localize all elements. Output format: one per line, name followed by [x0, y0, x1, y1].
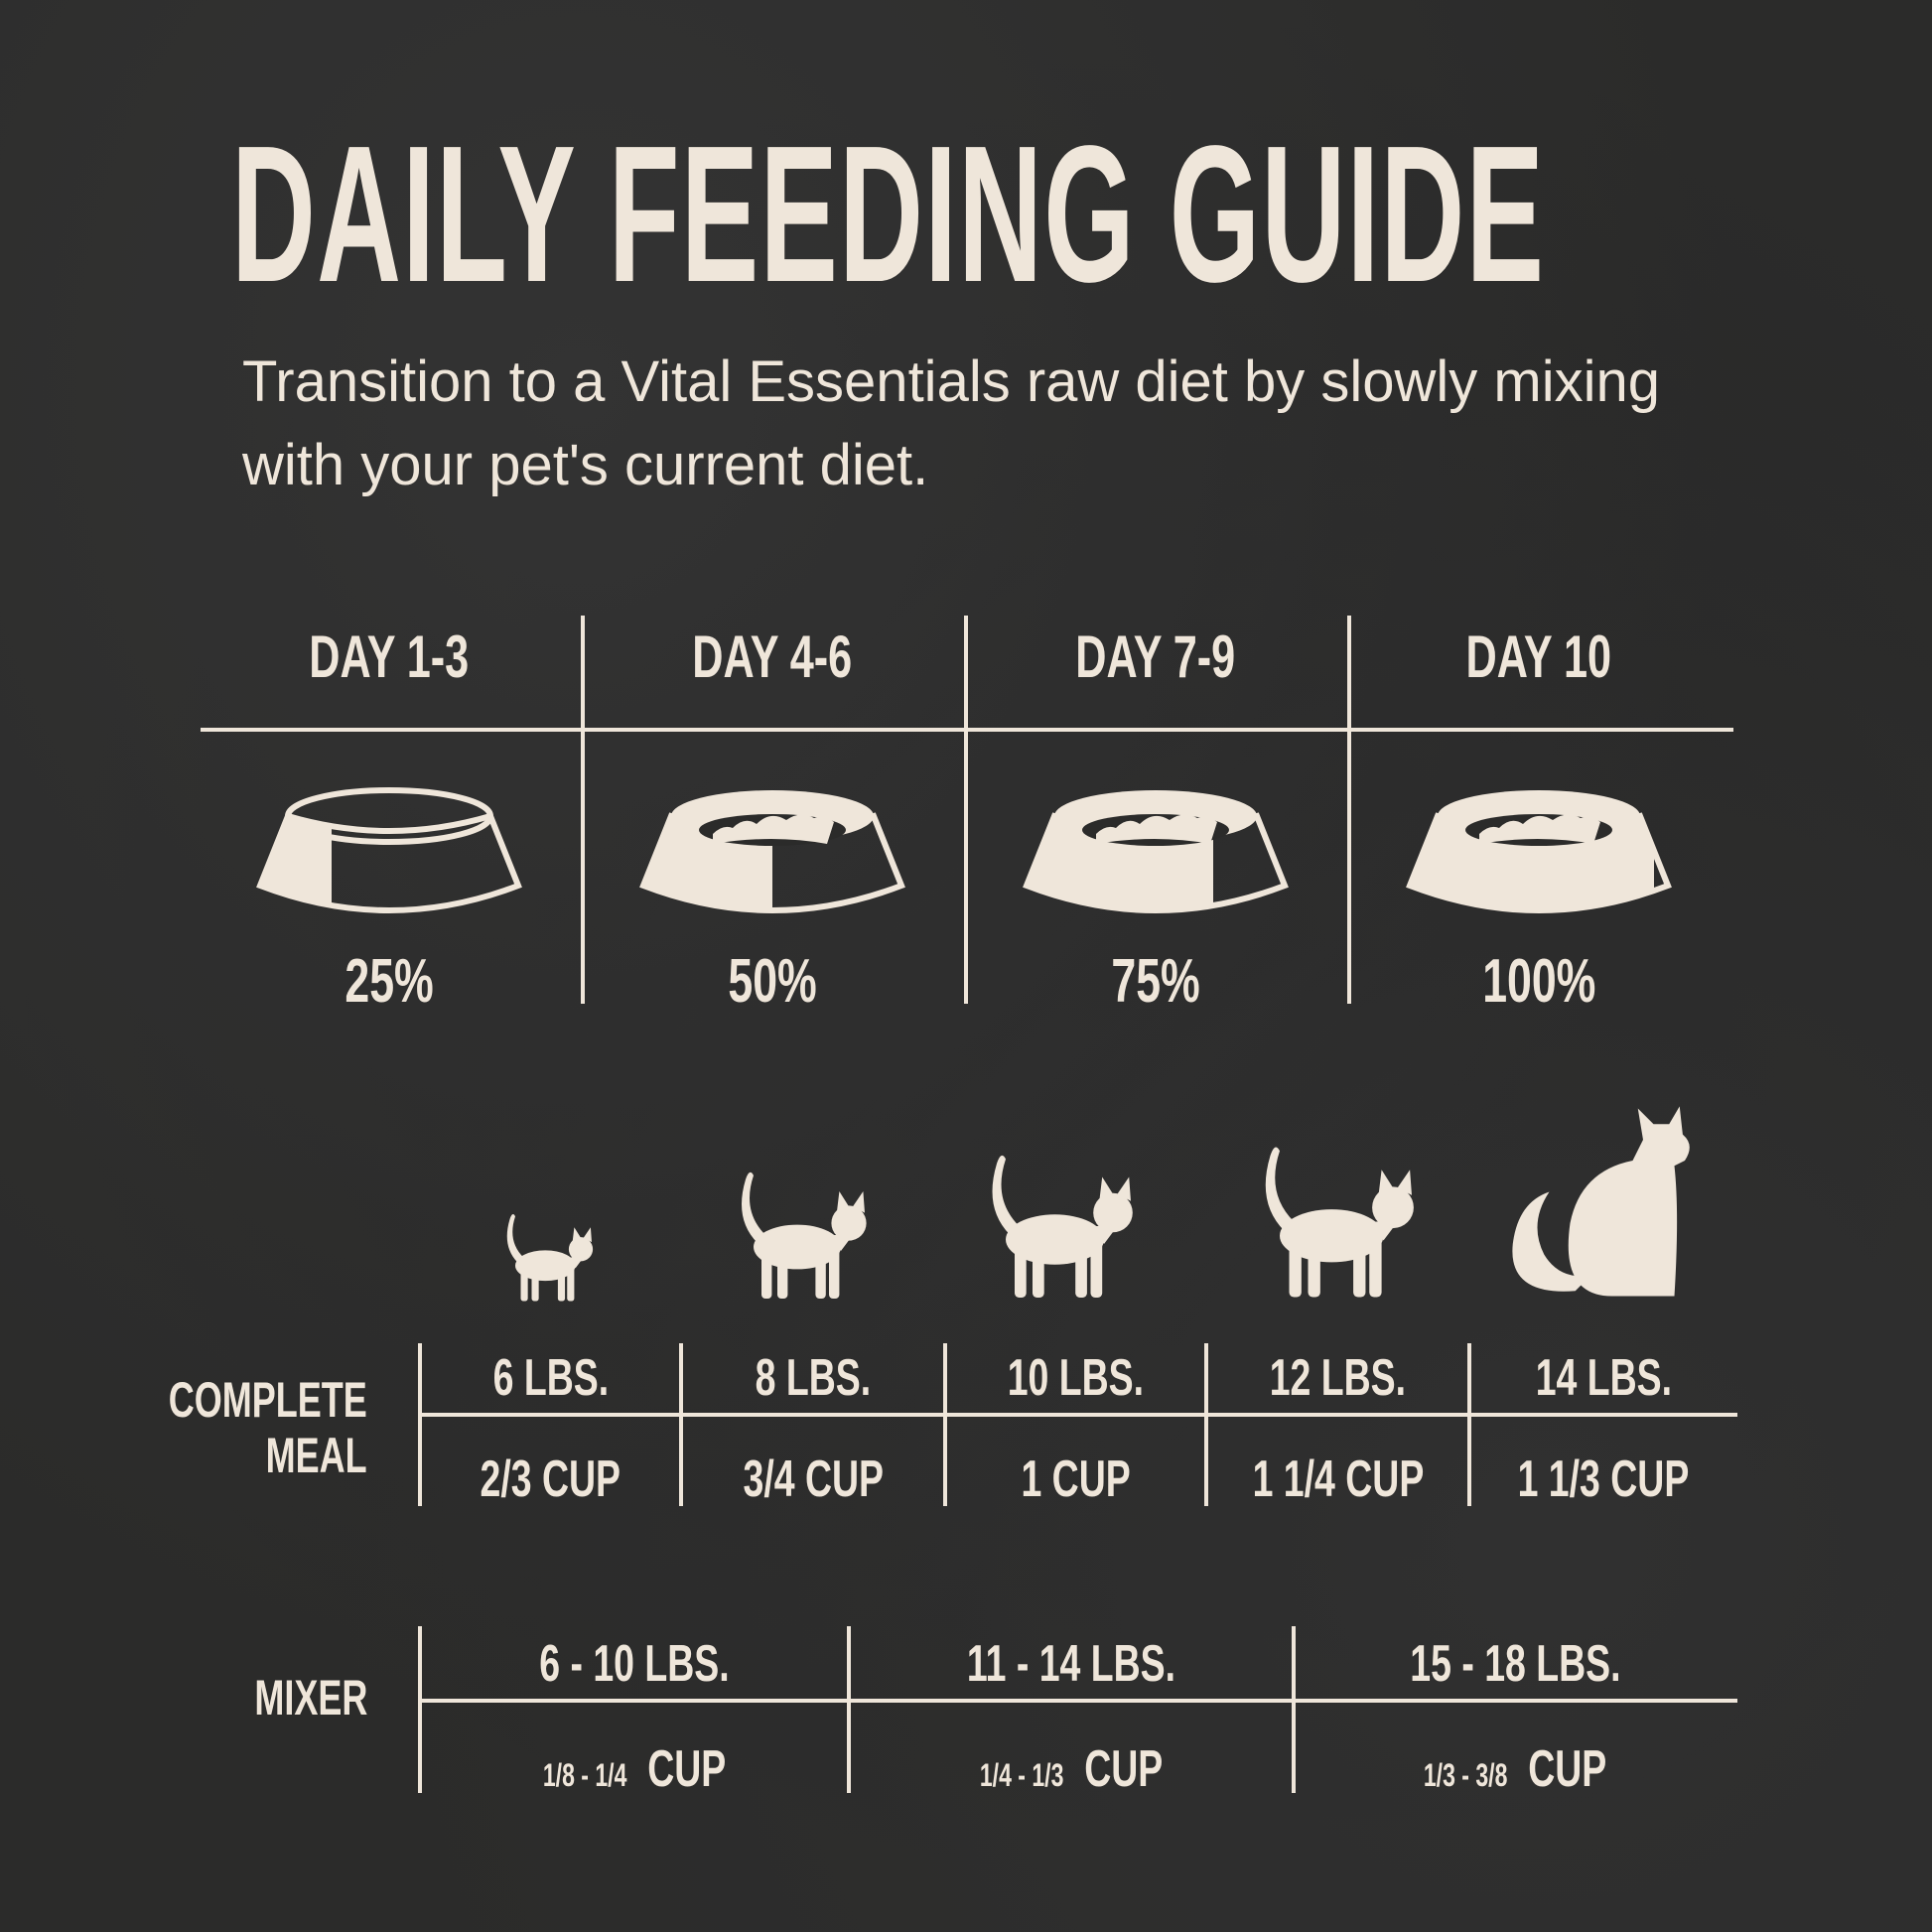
divider — [1347, 616, 1351, 1004]
weight-range-cell: 15 - 18 LBS. — [1410, 1635, 1621, 1693]
mixer-label: MIXER — [253, 1670, 367, 1725]
cat-walking-icon — [1265, 1147, 1414, 1298]
weight-range-cell: 11 - 14 LBS. — [966, 1635, 1176, 1693]
divider — [964, 616, 968, 1004]
page-title: DAILY FEEDING GUIDE — [231, 105, 1546, 323]
food-bowl-icon — [1406, 790, 1672, 913]
divider — [581, 616, 585, 1004]
percent-label: 100% — [1481, 947, 1596, 1016]
divider — [943, 1343, 947, 1506]
weight-cell: 10 LBS. — [1007, 1349, 1145, 1407]
weight-cell: 8 LBS. — [755, 1349, 872, 1407]
divider — [679, 1343, 683, 1506]
day-header: DAY 7-9 — [1075, 623, 1236, 690]
amount-cell: 1 1/3 CUP — [1517, 1450, 1690, 1508]
amount-range-cell: 1/8 - 1/4 CUP — [542, 1740, 727, 1798]
cat-stretching-icon — [992, 1155, 1133, 1298]
amount-range-cell: 1/3 - 3/8 CUP — [1424, 1740, 1607, 1798]
weight-range-cell: 6 - 10 LBS. — [539, 1635, 730, 1693]
day-header: DAY 1-3 — [309, 623, 470, 690]
divider — [420, 1413, 1737, 1417]
divider — [420, 1699, 1737, 1703]
food-bowl-icon — [639, 790, 905, 913]
percent-label: 75% — [1111, 947, 1200, 1016]
divider — [847, 1626, 851, 1793]
subtitle: Transition to a Vital Essentials raw die… — [242, 349, 1661, 497]
food-bowl-icon — [1023, 790, 1289, 913]
weight-cell: 14 LBS. — [1535, 1349, 1672, 1407]
divider — [1467, 1343, 1471, 1506]
divider — [1204, 1343, 1208, 1506]
young-cat-icon — [742, 1172, 867, 1299]
divider — [1292, 1626, 1296, 1793]
food-bowl-icon — [256, 787, 522, 913]
day-header: DAY 4-6 — [692, 623, 853, 690]
kitten-icon — [506, 1214, 594, 1302]
weight-cell: 12 LBS. — [1269, 1349, 1407, 1407]
complete-meal-label: COMPLETE MEAL — [168, 1372, 367, 1483]
weight-cell: 6 LBS. — [492, 1349, 609, 1407]
day-header: DAY 10 — [1465, 623, 1612, 690]
amount-cell: 1 1/4 CUP — [1252, 1450, 1424, 1508]
percent-label: 25% — [345, 947, 434, 1016]
amount-cell: 3/4 CUP — [743, 1450, 884, 1508]
amount-cell: 2/3 CUP — [480, 1450, 621, 1508]
amount-range-cell: 1/4 - 1/3 CUP — [979, 1740, 1164, 1798]
amount-cell: 1 CUP — [1021, 1450, 1131, 1508]
cat-sitting-icon — [1512, 1106, 1690, 1297]
divider — [418, 1343, 422, 1506]
divider — [418, 1626, 422, 1793]
percent-label: 50% — [728, 947, 817, 1016]
